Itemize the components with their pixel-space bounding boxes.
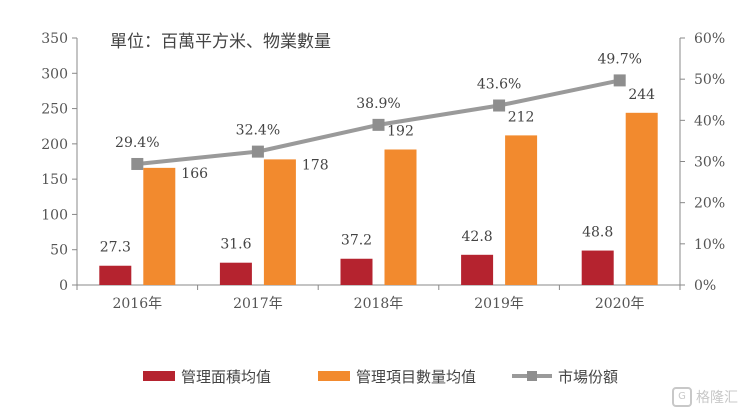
- y-right-tick-label: 20%: [694, 196, 725, 212]
- data-label-area: 27.3: [100, 240, 131, 256]
- y-left-tick-label: 300: [41, 66, 68, 82]
- legend-item-projects[interactable]: 管理項目數量均值: [318, 362, 476, 390]
- data-label-share: 43.6%: [477, 77, 521, 93]
- x-tick-label: 2017年: [233, 296, 283, 312]
- bar-management-area: [581, 250, 614, 285]
- y-left-tick-label: 200: [41, 137, 68, 153]
- data-label-area: 48.8: [582, 225, 613, 241]
- y-right-tick-label: 60%: [694, 31, 725, 47]
- x-tick-label: 2016年: [112, 296, 162, 312]
- bar-project-count: [625, 112, 658, 285]
- y-right-tick-label: 40%: [694, 113, 725, 129]
- y-right-tick-label: 50%: [694, 72, 725, 88]
- market-share-point: [251, 145, 264, 158]
- data-label-share: 29.4%: [115, 135, 159, 151]
- bars: [99, 112, 658, 285]
- y-left-tick-label: 150: [41, 172, 68, 188]
- bar-project-count: [263, 159, 296, 285]
- y-left-tick-label: 350: [41, 31, 68, 47]
- market-share-line: [131, 74, 626, 170]
- bar-management-area: [99, 265, 132, 285]
- bar-project-count: [143, 167, 176, 285]
- data-label-projects: 212: [508, 109, 535, 125]
- market-share-point: [493, 99, 506, 112]
- data-labels: 27.3 31.6 37.2 42.8 48.8 29.4% 32.4% 38.9% 43.6%…: [100, 51, 655, 255]
- legend-item-area[interactable]: 管理面積均值: [143, 362, 271, 390]
- legend-label-area: 管理面積均值: [181, 367, 272, 386]
- legend-label-projects: 管理項目數量均值: [356, 367, 477, 386]
- y-right-tick-label: 0%: [694, 278, 716, 294]
- legend-swatch-projects: [318, 371, 350, 381]
- data-label-projects: 192: [387, 124, 414, 140]
- bar-management-area: [461, 254, 494, 285]
- axes: 0 50 100 150 200 250 300 350 0% 10% 20% 30% 40% 50% 60…: [41, 31, 725, 312]
- bar-project-count: [384, 149, 417, 285]
- market-share-point: [372, 118, 385, 131]
- data-label-projects: 166: [181, 166, 208, 182]
- chart-title: 單位：百萬平方米、物業數量: [110, 32, 331, 52]
- legend-item-share[interactable]: 市場份額: [512, 362, 618, 390]
- data-label-projects: 244: [628, 87, 655, 103]
- y-right-tick-label: 10%: [694, 237, 725, 253]
- data-label-share: 49.7%: [597, 51, 641, 67]
- y-left-tick-label: 50: [50, 243, 68, 259]
- x-tick-label: 2019年: [474, 296, 524, 312]
- y-left-tick-label: 0: [59, 278, 68, 294]
- x-tick-label: 2020年: [595, 296, 645, 312]
- y-right-tick-label: 30%: [694, 155, 725, 171]
- legend: 管理面積均值 管理項目數量均值 市場份額: [0, 362, 746, 390]
- data-label-share: 32.4%: [236, 123, 280, 139]
- watermark-logo-icon: G: [672, 387, 692, 407]
- market-share-point: [131, 157, 144, 170]
- watermark-text: 格隆汇: [696, 390, 738, 406]
- data-label-share: 38.9%: [356, 96, 400, 112]
- data-label-area: 37.2: [341, 233, 372, 249]
- legend-swatch-share: [512, 371, 552, 381]
- data-label-area: 42.8: [462, 229, 493, 245]
- data-label-projects: 178: [302, 157, 329, 173]
- x-tick-label: 2018年: [354, 296, 404, 312]
- watermark: G 格隆汇: [672, 387, 738, 407]
- y-left-tick-label: 250: [41, 102, 68, 118]
- legend-label-share: 市場份額: [558, 367, 619, 386]
- bar-project-count: [505, 135, 538, 285]
- bar-management-area: [219, 262, 252, 285]
- combo-chart: 0 50 100 150 200 250 300 350 0% 10% 20% 30% 40% 50% 60…: [41, 31, 725, 312]
- market-share-point: [613, 74, 626, 87]
- bar-management-area: [340, 258, 373, 285]
- y-left-tick-label: 100: [41, 207, 68, 223]
- legend-swatch-area: [143, 371, 175, 381]
- data-label-area: 31.6: [220, 237, 251, 253]
